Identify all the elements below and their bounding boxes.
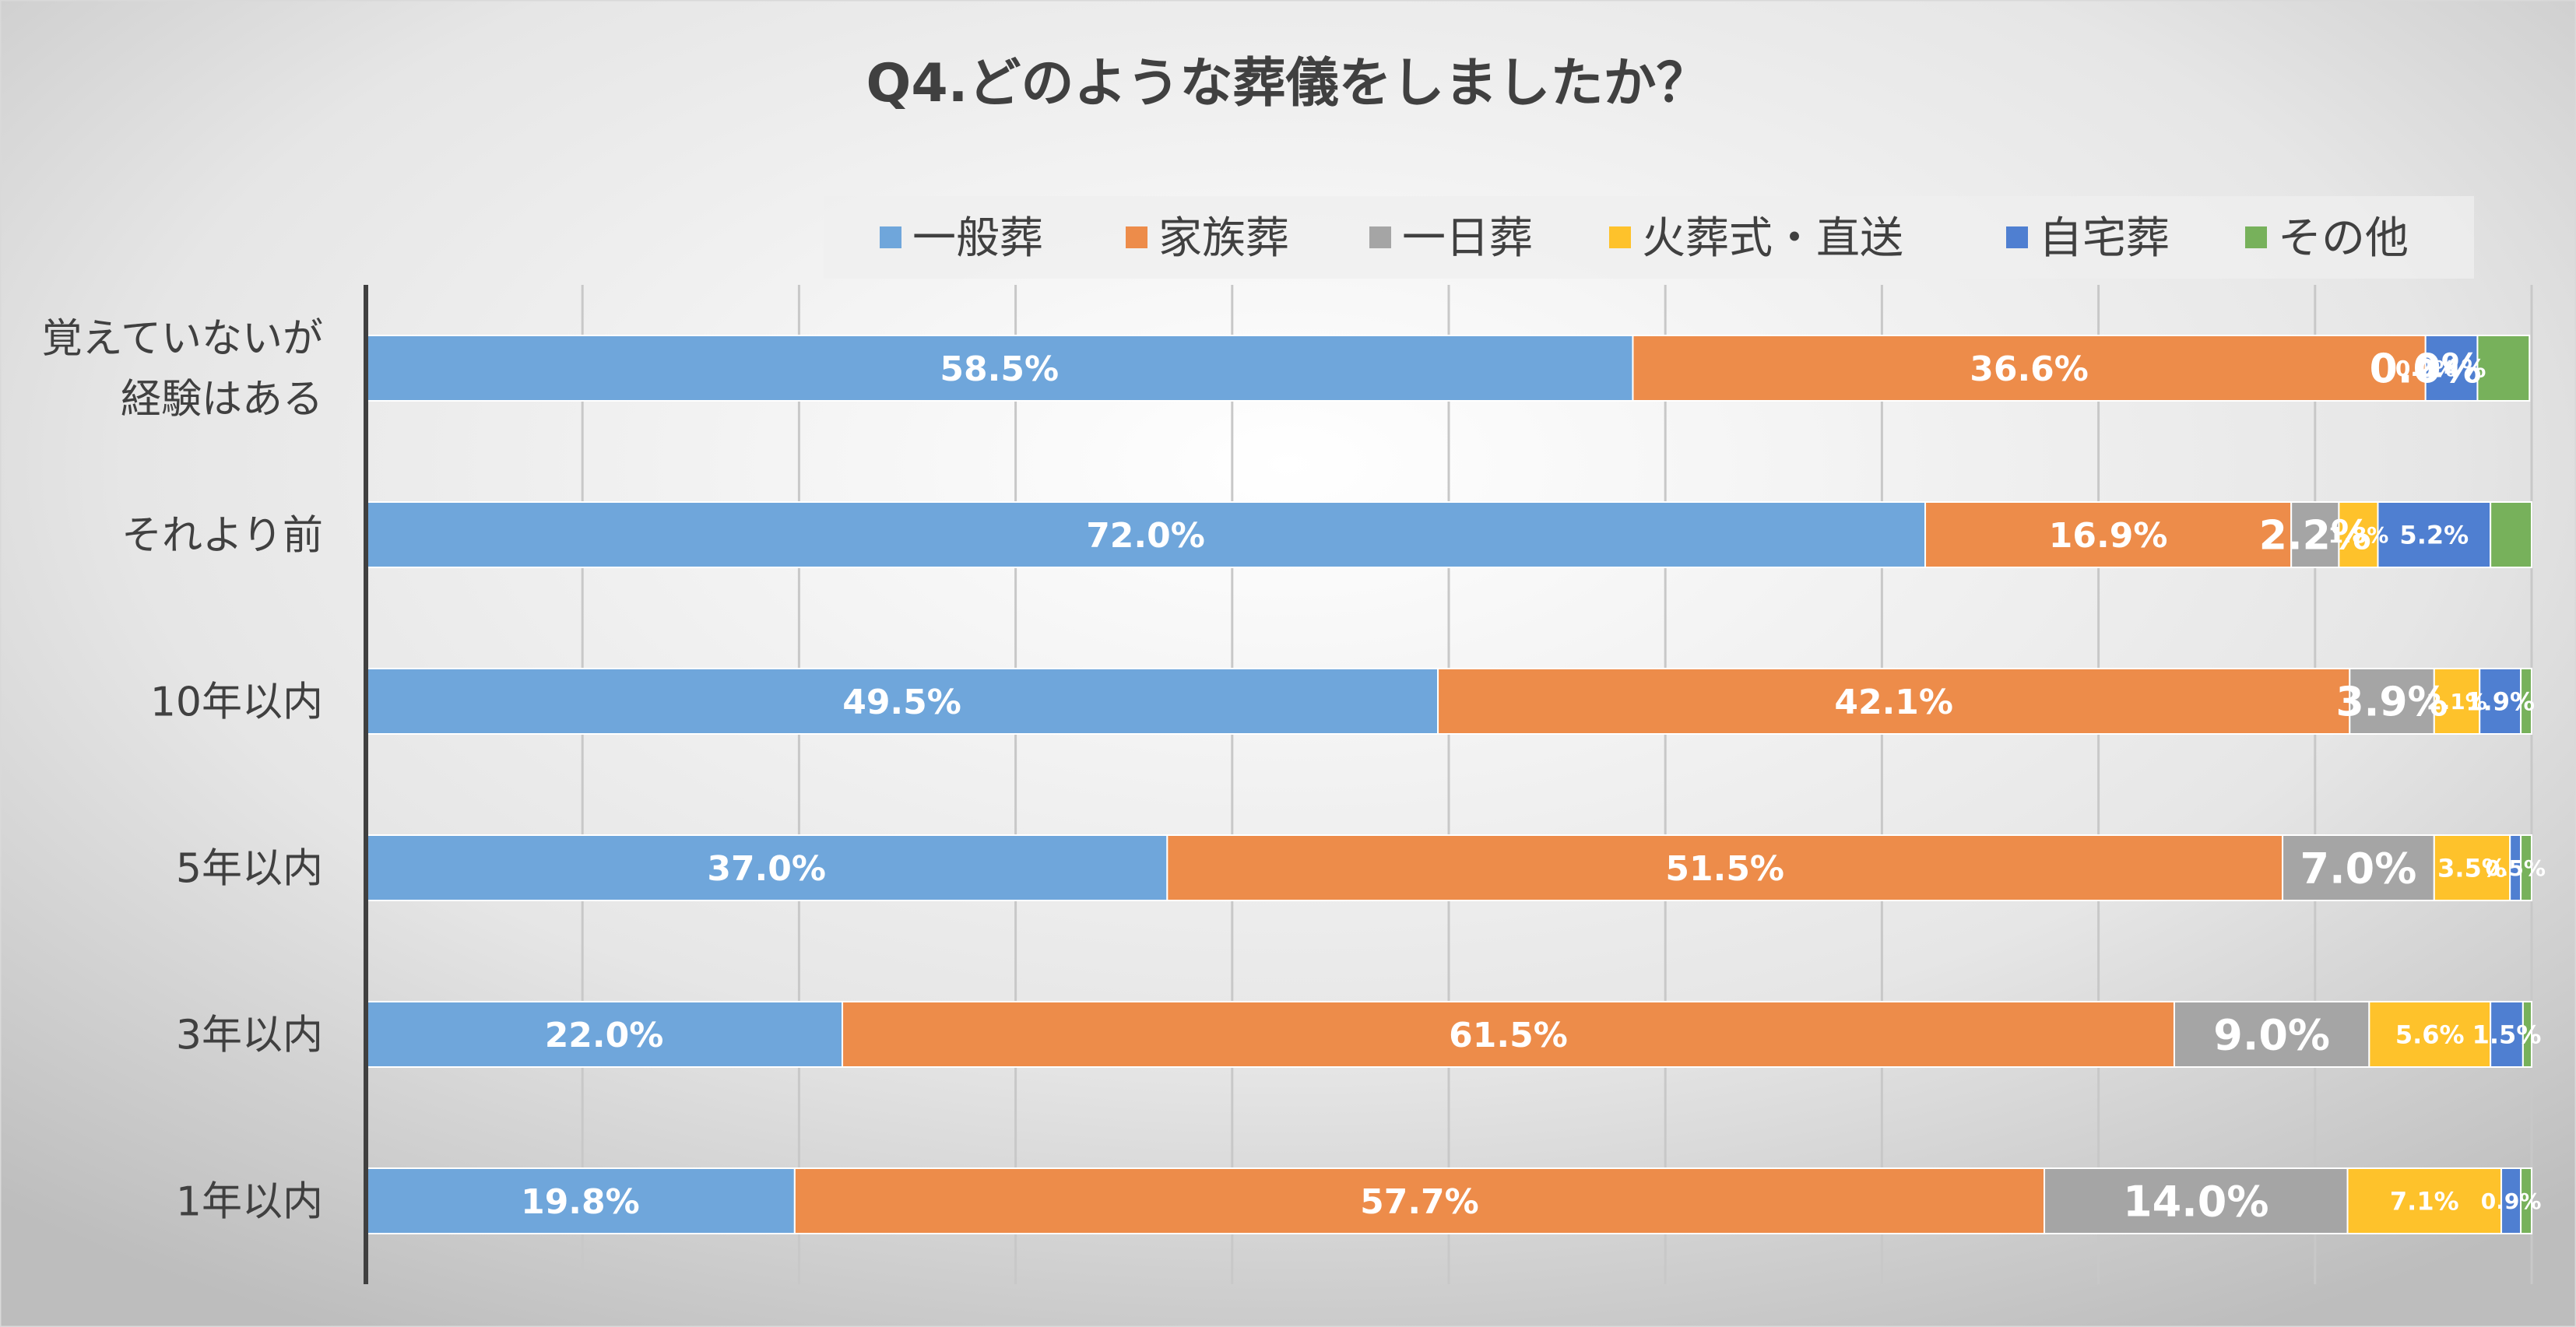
data-label: 0.0%: [2370, 346, 2482, 393]
bar-segment: [1166, 834, 2284, 901]
data-label: 36.6%: [1970, 349, 2089, 389]
bar-segment: [365, 501, 1927, 568]
data-label: 3.5%: [2437, 854, 2507, 883]
bar-segment: [2520, 834, 2533, 901]
bar-segment: [2377, 501, 2492, 568]
legend-swatch: [1126, 226, 1147, 248]
bar-segment: [2282, 834, 2435, 901]
bar-segment: [2479, 668, 2522, 735]
data-label: 2.4%: [2417, 354, 2486, 384]
data-label: 1.8%: [2328, 522, 2389, 548]
data-label: 2.2%: [2259, 513, 2371, 560]
bar-segment: [842, 1001, 2175, 1068]
bar-segment: [2520, 1167, 2533, 1234]
data-label: 57.7%: [1360, 1182, 1479, 1222]
category-label: 覚えていないが: [42, 316, 323, 363]
legend-swatch: [1609, 226, 1631, 248]
bar-segment: [2173, 1001, 2370, 1068]
data-label: 61.5%: [1449, 1016, 1568, 1055]
bar-segment: [2490, 501, 2533, 568]
data-label: 1.9%: [2465, 687, 2535, 717]
data-label: 0.9%: [2481, 1188, 2542, 1214]
bar-segment: [2290, 501, 2340, 568]
data-label: 22.0%: [545, 1016, 664, 1055]
bar-segment: [2338, 501, 2379, 568]
bar-segment: [2520, 668, 2533, 735]
legend-background: [824, 196, 2474, 279]
bar-segment: [793, 1167, 2046, 1234]
data-label: 2.1%: [2427, 689, 2487, 714]
gridlines: [581, 285, 2533, 1284]
bar-segment: [2490, 1001, 2524, 1068]
data-label: 58.5%: [940, 349, 1059, 389]
data-label: 49.5%: [842, 683, 961, 722]
data-label: 72.0%: [1086, 516, 1205, 556]
legend-label: 一般葬: [912, 213, 1043, 264]
legend-label: 一日葬: [1402, 213, 1533, 264]
bar-segment: [2044, 1167, 2349, 1234]
bar-segment: [2522, 1001, 2533, 1068]
category-label: 1年以内: [176, 1179, 323, 1226]
data-label: 51.5%: [1665, 849, 1784, 889]
data-label: 7.0%: [2300, 844, 2417, 893]
category-label: 経験はある: [121, 377, 323, 423]
legend: 一般葬 家族葬 一日葬 火葬式・直送 自宅葬 その他: [880, 213, 2409, 264]
category-label: 10年以内: [150, 679, 323, 726]
category-label: 3年以内: [176, 1013, 323, 1059]
bar-segment: [2433, 834, 2511, 901]
bar-segment: [2476, 335, 2531, 402]
bar-segment: [1632, 335, 2427, 402]
category-label: それより前: [121, 513, 323, 560]
bar-segment: [365, 335, 1634, 402]
bar-segment: [1924, 501, 2293, 568]
data-labels: 58.5% 36.6% 0.0%0.0%2.4%72.0% 16.9% 2.2%1.8%…: [521, 346, 2546, 1227]
bar-segment: [2346, 1167, 2503, 1234]
data-label: 42.1%: [1834, 683, 1953, 722]
legend-label: 火葬式・直送: [1642, 213, 1903, 264]
legend-swatch: [2245, 226, 2267, 248]
legend-label: 家族葬: [1158, 213, 1289, 264]
legend-label: その他: [2278, 213, 2409, 264]
data-label: 0.0%: [2395, 356, 2456, 381]
legend-swatch: [2006, 226, 2028, 248]
data-label: 37.0%: [707, 849, 826, 889]
data-label: 14.0%: [2123, 1177, 2268, 1226]
data-label: 3.9%: [2335, 679, 2448, 726]
legend-swatch: [880, 226, 901, 248]
data-label: 16.9%: [2049, 516, 2168, 556]
chart-title: Q4.どのような葬儀をしましたか？: [866, 53, 1710, 114]
bar-segment: [2349, 668, 2435, 735]
data-label: 7.1%: [2390, 1187, 2459, 1216]
data-label: 19.8%: [521, 1182, 640, 1222]
bar-segment: [365, 1001, 844, 1068]
data-label: 0.5%: [2485, 855, 2546, 881]
data-label: 5.6%: [2395, 1020, 2465, 1050]
bar-segment: [365, 668, 1439, 735]
bar-segment: [365, 1167, 796, 1234]
legend-label: 自宅葬: [2039, 213, 2170, 264]
data-label: 5.2%: [2399, 521, 2469, 550]
category-label: 5年以内: [176, 846, 323, 893]
legend-swatch: [1369, 226, 1391, 248]
data-label: 1.5%: [2472, 1020, 2542, 1050]
data-label: 9.0%: [2213, 1010, 2330, 1059]
